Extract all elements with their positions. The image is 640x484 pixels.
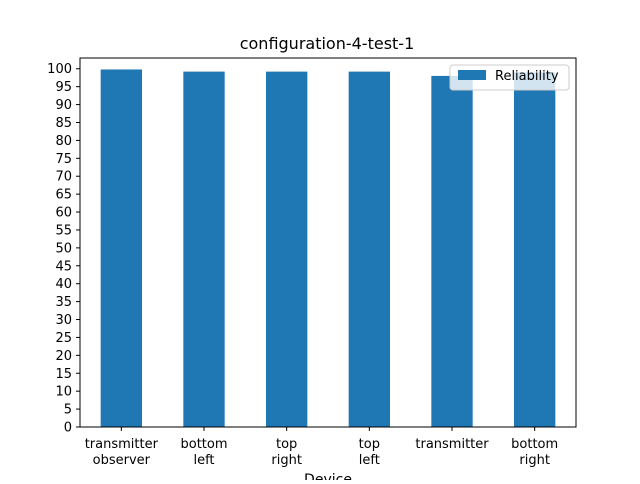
- legend-label: Reliability: [495, 69, 559, 84]
- chart-title: configuration-4-test-1: [240, 34, 415, 53]
- plot-area: [100, 69, 556, 428]
- bar-4: [431, 75, 473, 427]
- x-tick-label: top right: [271, 437, 302, 468]
- bar-3: [348, 71, 390, 428]
- y-tick-label: 95: [55, 80, 72, 95]
- y-tick-label: 90: [55, 98, 72, 113]
- y-tick-label: 5: [64, 403, 72, 418]
- bar-1: [183, 71, 225, 428]
- bar-5: [514, 72, 556, 428]
- x-tick-label: transmitter: [415, 437, 489, 452]
- y-tick-label: 65: [55, 188, 72, 203]
- y-tick-label: 35: [55, 295, 72, 310]
- y-tick-label: 30: [55, 313, 72, 328]
- y-tick-label: 45: [55, 259, 72, 274]
- y-tick-label: 25: [55, 331, 72, 346]
- y-tick-label: 0: [64, 421, 72, 436]
- y-tick-label: 100: [47, 62, 72, 77]
- y-tick-label: 20: [55, 349, 72, 364]
- y-tick-label: 60: [55, 206, 72, 221]
- x-tick-label: transmitter observer: [85, 437, 159, 468]
- y-tick-label: 85: [55, 116, 72, 131]
- bar-0: [100, 69, 142, 427]
- y-tick-label: 75: [55, 152, 72, 167]
- legend-swatch: [458, 70, 486, 80]
- x-tick-label: top left: [359, 437, 380, 468]
- x-tick-label: bottom left: [180, 437, 227, 468]
- y-tick-label: 55: [55, 223, 72, 238]
- x-axis-label: Device: [304, 472, 352, 480]
- x-tick-label: bottom right: [511, 437, 558, 468]
- axes: 0 5 10 15 20 25 30 35 40 45 50 55 60 65 70 75 80 85 90 95 10…: [47, 57, 577, 468]
- legend: Reliability: [449, 64, 570, 91]
- y-tick-label: 15: [55, 367, 72, 382]
- plot-frame: [79, 57, 577, 428]
- y-tick-label: 70: [55, 170, 72, 185]
- y-tick-label: 10: [55, 385, 72, 400]
- y-tick-label: 80: [55, 134, 72, 149]
- y-tick-label: 50: [55, 241, 72, 256]
- bar-2: [266, 71, 308, 428]
- y-tick-label: 40: [55, 277, 72, 292]
